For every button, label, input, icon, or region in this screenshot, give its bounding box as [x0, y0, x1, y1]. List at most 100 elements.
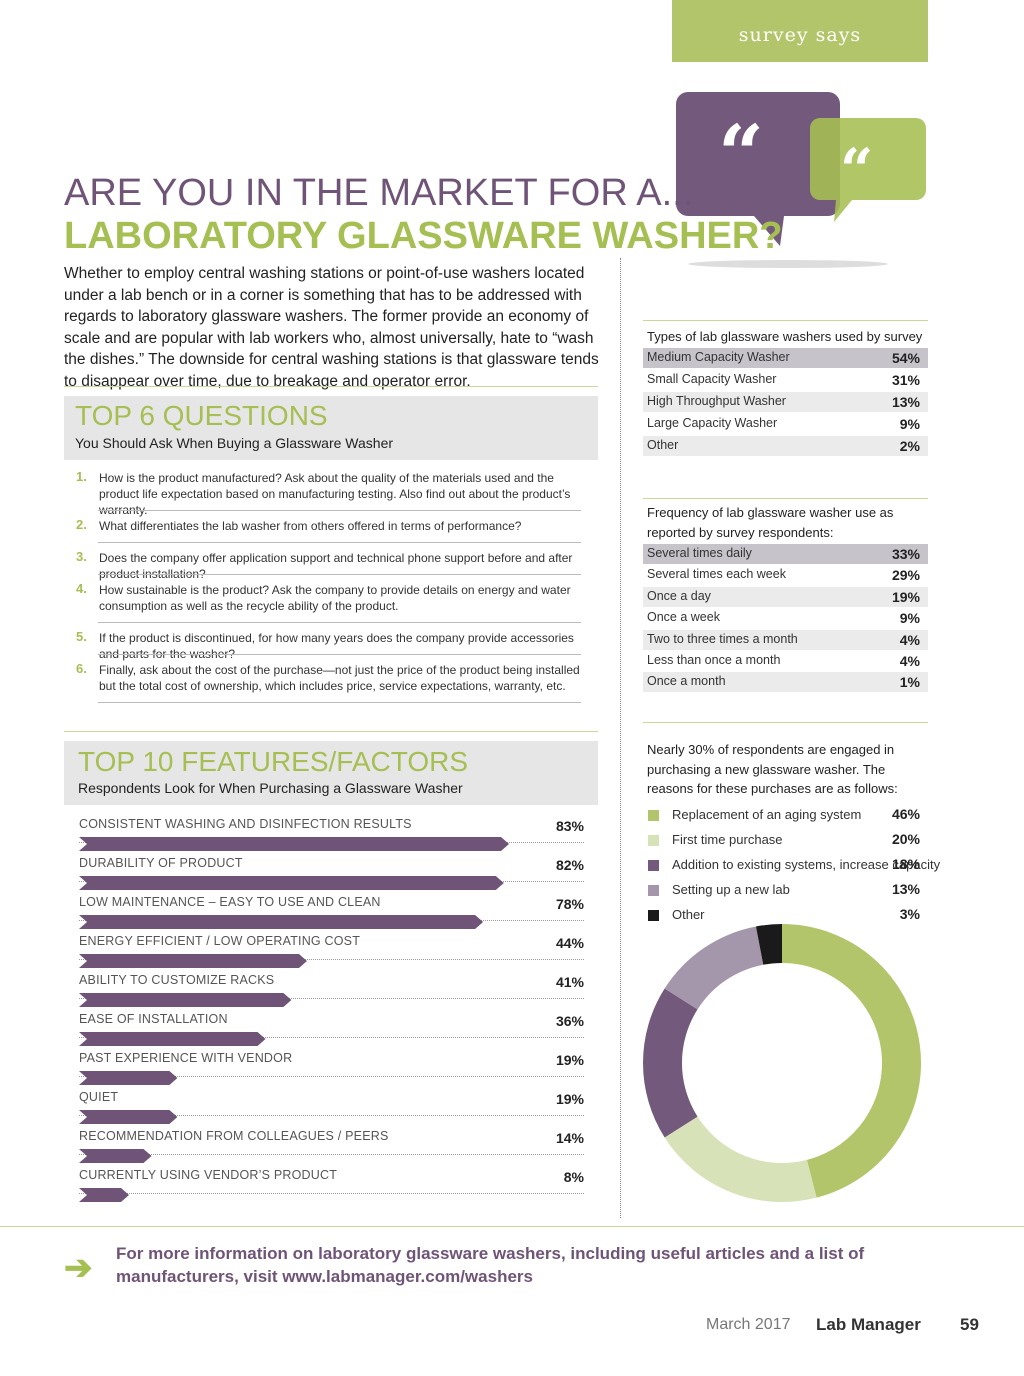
- feature-bar: [79, 1149, 152, 1163]
- feature-label: DURABILITY OF PRODUCT: [79, 856, 243, 870]
- features-header-box: TOP 10 FEATURES/FACTORS Respondents Look…: [64, 741, 598, 805]
- legend-swatch: [648, 835, 659, 846]
- feature-bar: [79, 876, 504, 890]
- speech-bubbles-icon: “ “: [676, 92, 926, 268]
- page-title-line2: LABORATORY GLASSWARE WASHER?: [64, 215, 783, 257]
- page-number: 59: [960, 1315, 979, 1334]
- intro-paragraph: Whether to employ central washing statio…: [64, 265, 599, 390]
- question-item: 1. How is the product manufactured? Ask a…: [76, 469, 581, 517]
- feature-label: EASE OF INSTALLATION: [79, 1012, 228, 1026]
- legend-label: First time purchase: [672, 832, 783, 847]
- feature-bar: [79, 1188, 129, 1202]
- question-divider: [98, 654, 581, 655]
- row-value: 29%: [891, 567, 920, 584]
- question-number: 2.: [76, 517, 87, 532]
- row-label: Small Capacity Washer: [647, 372, 777, 386]
- question-text: If the product is discontinued, for how …: [99, 631, 574, 661]
- question-number: 5.: [76, 629, 87, 644]
- feature-label: QUIET: [79, 1090, 119, 1104]
- table-row: Once a week 9%: [643, 608, 928, 628]
- row-value: 13%: [891, 394, 920, 410]
- question-item: 2. What differentiates the lab washer fro…: [76, 517, 581, 534]
- row-label: Once a week: [647, 610, 720, 625]
- feature-dotted-line: [79, 998, 584, 999]
- legend-label: Setting up a new lab: [672, 882, 790, 897]
- row-value: 4%: [899, 653, 920, 669]
- divider: [64, 731, 598, 732]
- feature-label: LOW MAINTENANCE – EASY TO USE AND CLEAN: [79, 895, 381, 909]
- reasons-intro: Nearly 30% of respondents are engaged in…: [647, 742, 898, 796]
- feature-percent: 36%: [555, 1013, 584, 1029]
- row-label: Several times each week: [647, 567, 786, 582]
- feature-percent: 14%: [555, 1130, 584, 1146]
- table-row: Less than once a month 4%: [643, 651, 928, 671]
- feature-bar: [79, 1110, 177, 1124]
- row-label: Medium Capacity Washer: [647, 350, 790, 364]
- row-label: Less than once a month: [647, 653, 781, 667]
- row-value: 2%: [899, 438, 920, 454]
- feature-dotted-line: [79, 1115, 584, 1116]
- feature-label: ENERGY EFFICIENT / LOW OPERATING COST: [79, 934, 361, 948]
- donut-slice: [664, 926, 764, 1010]
- question-item: 6. Finally, ask about the cost of the pur…: [76, 661, 581, 694]
- table-row: Several times each week 29%: [643, 565, 928, 585]
- feature-bar: [79, 993, 291, 1007]
- feature-percent: 41%: [555, 974, 584, 990]
- legend-swatch: [648, 885, 659, 896]
- feature-label: CURRENTLY USING VENDOR’S PRODUCT: [79, 1168, 338, 1182]
- section-tab: survey says: [672, 0, 928, 62]
- legend-swatch: [648, 810, 659, 821]
- feature-percent: 78%: [555, 896, 584, 912]
- questions-subtitle: You Should Ask When Buying a Glassware W…: [75, 435, 394, 451]
- legend-value: 20%: [891, 831, 920, 847]
- table-row: Small Capacity Washer 31%: [643, 370, 928, 390]
- issue-date: March 2017: [706, 1316, 791, 1333]
- legend-item: Setting up a new lab 13%: [648, 881, 928, 903]
- question-divider: [98, 510, 581, 511]
- donut-hole: [706, 987, 858, 1139]
- table-row: Once a month 1%: [643, 672, 928, 693]
- row-value: 31%: [891, 372, 920, 388]
- row-label: Several times daily: [647, 546, 752, 560]
- question-text: How is the product manufactured? Ask abo…: [99, 471, 571, 517]
- feature-bar: [79, 954, 307, 968]
- feature-percent: 8%: [563, 1169, 584, 1185]
- feature-dotted-line: [79, 1193, 584, 1194]
- question-number: 6.: [76, 661, 87, 676]
- feature-bar: [79, 1071, 177, 1085]
- features-subtitle: Respondents Look for When Purchasing a G…: [78, 780, 463, 796]
- footer-more-info: For more information on laboratory glass…: [116, 1244, 865, 1286]
- legend-swatch: [648, 910, 659, 921]
- row-label: Once a day: [647, 588, 711, 603]
- question-text: Finally, ask about the cost of the purch…: [99, 663, 580, 693]
- table-row: Two to three times a month 4%: [643, 629, 928, 650]
- row-label: Once a month: [647, 674, 726, 689]
- arrow-right-icon: ➔: [64, 1249, 93, 1287]
- question-item: 4. How sustainable is the product? Ask th…: [76, 581, 581, 614]
- legend-label: Replacement of an aging system: [672, 807, 862, 822]
- feature-percent: 82%: [555, 857, 584, 873]
- legend-label: Addition to existing systems, increase c…: [672, 857, 941, 872]
- table-row: Large Capacity Washer 9%: [643, 414, 928, 434]
- legend-label: Other: [672, 907, 705, 922]
- divider: [643, 722, 928, 723]
- row-value: 33%: [891, 546, 920, 562]
- svg-text:“: “: [718, 107, 764, 201]
- question-item: 3. Does the company offer application sup…: [76, 549, 581, 581]
- legend-value: 46%: [891, 806, 920, 822]
- divider: [64, 386, 598, 387]
- question-number: 3.: [76, 549, 87, 564]
- table-row: High Throughput Washer 13%: [643, 392, 928, 412]
- row-label: High Throughput Washer: [647, 394, 786, 408]
- legend-item: Other 3%: [648, 906, 928, 928]
- svg-text:“: “: [840, 136, 873, 204]
- question-text: What differentiates the lab washer from …: [99, 519, 522, 533]
- feature-bar: [79, 837, 509, 851]
- table-row: Other 2%: [643, 436, 928, 456]
- question-number: 1.: [76, 469, 87, 484]
- legend-value: 18%: [891, 856, 920, 872]
- legend-swatch: [648, 860, 659, 871]
- features-title: TOP 10 FEATURES/FACTORS: [78, 746, 469, 777]
- feature-label: PAST EXPERIENCE WITH VENDOR: [79, 1051, 293, 1065]
- feature-percent: 44%: [555, 935, 584, 951]
